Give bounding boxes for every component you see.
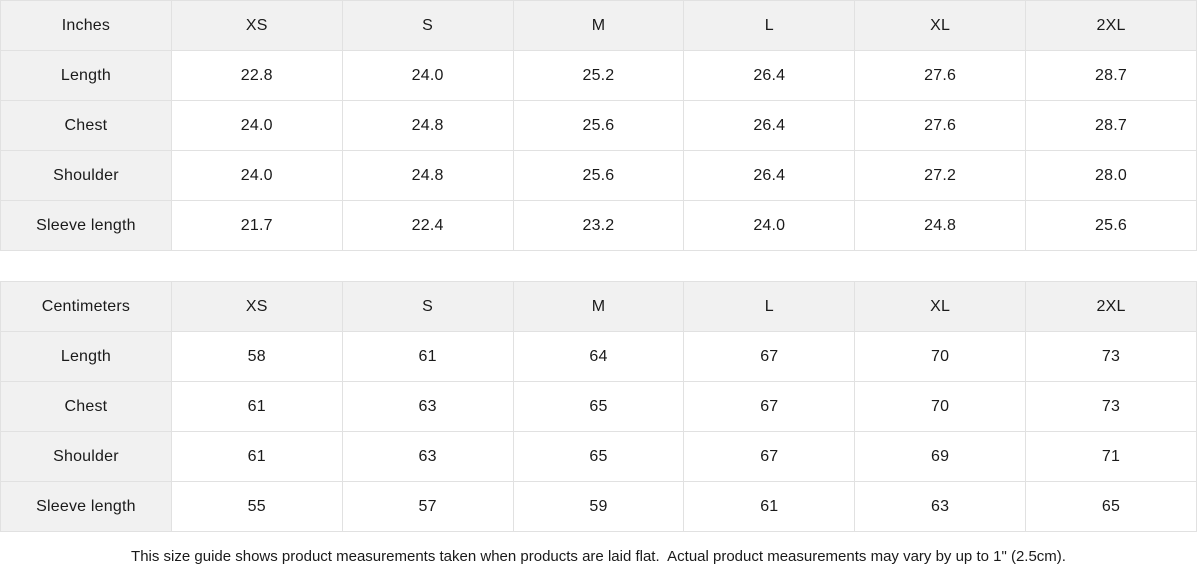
measurement-cell: 24.8 bbox=[341, 100, 514, 151]
measurement-cell: 22.8 bbox=[170, 50, 343, 101]
measurement-cell: 65 bbox=[512, 431, 685, 482]
size-column-header: 2XL bbox=[1025, 281, 1197, 332]
measurement-cell: 61 bbox=[341, 331, 514, 382]
size-column-header: XL bbox=[854, 281, 1027, 332]
row-label-cell: Shoulder bbox=[0, 150, 172, 201]
table-header-row: Centimeters XS S M L XL 2XL bbox=[0, 281, 1197, 332]
size-column-header: XS bbox=[170, 281, 343, 332]
size-column-header: M bbox=[512, 0, 685, 51]
measurement-cell: 70 bbox=[854, 381, 1027, 432]
row-label-cell: Sleeve length bbox=[0, 481, 172, 532]
measurement-cell: 24.0 bbox=[683, 200, 856, 251]
measurement-cell: 28.0 bbox=[1025, 150, 1197, 201]
unit-header-cell: Centimeters bbox=[0, 281, 172, 332]
measurement-cell: 25.2 bbox=[512, 50, 685, 101]
measurement-cell: 28.7 bbox=[1025, 100, 1197, 151]
measurement-cell: 70 bbox=[854, 331, 1027, 382]
size-column-header: M bbox=[512, 281, 685, 332]
measurement-cell: 73 bbox=[1025, 331, 1197, 382]
size-column-header: XL bbox=[854, 0, 1027, 51]
measurement-cell: 22.4 bbox=[341, 200, 514, 251]
measurement-cell: 24.0 bbox=[341, 50, 514, 101]
size-column-header: S bbox=[341, 0, 514, 51]
table-row: Length 22.8 24.0 25.2 26.4 27.6 28.7 bbox=[0, 50, 1197, 101]
unit-header-cell: Inches bbox=[0, 0, 172, 51]
measurement-cell: 63 bbox=[341, 431, 514, 482]
size-table-centimeters: Centimeters XS S M L XL 2XL Length 58 61… bbox=[0, 281, 1197, 532]
size-guide-note: This size guide shows product measuremen… bbox=[0, 532, 1197, 581]
measurement-cell: 27.6 bbox=[854, 50, 1027, 101]
measurement-cell: 65 bbox=[512, 381, 685, 432]
measurement-cell: 61 bbox=[170, 431, 343, 482]
measurement-cell: 26.4 bbox=[683, 150, 856, 201]
size-column-header: L bbox=[683, 0, 856, 51]
measurement-cell: 27.2 bbox=[854, 150, 1027, 201]
table-row: Sleeve length 55 57 59 61 63 65 bbox=[0, 481, 1197, 532]
table-gap bbox=[0, 251, 1197, 281]
measurement-cell: 67 bbox=[683, 331, 856, 382]
measurement-cell: 63 bbox=[341, 381, 514, 432]
measurement-cell: 61 bbox=[170, 381, 343, 432]
measurement-cell: 21.7 bbox=[170, 200, 343, 251]
measurement-cell: 24.8 bbox=[854, 200, 1027, 251]
measurement-cell: 69 bbox=[854, 431, 1027, 482]
measurement-cell: 67 bbox=[683, 431, 856, 482]
measurement-cell: 24.0 bbox=[170, 100, 343, 151]
size-table-inches: Inches XS S M L XL 2XL Length 22.8 24.0 … bbox=[0, 0, 1197, 251]
table-row: Chest 24.0 24.8 25.6 26.4 27.6 28.7 bbox=[0, 100, 1197, 151]
measurement-cell: 23.2 bbox=[512, 200, 685, 251]
measurement-cell: 58 bbox=[170, 331, 343, 382]
table-row: Shoulder 24.0 24.8 25.6 26.4 27.2 28.0 bbox=[0, 150, 1197, 201]
row-label-cell: Shoulder bbox=[0, 431, 172, 482]
row-label-cell: Chest bbox=[0, 381, 172, 432]
measurement-cell: 24.8 bbox=[341, 150, 514, 201]
measurement-cell: 28.7 bbox=[1025, 50, 1197, 101]
size-column-header: S bbox=[341, 281, 514, 332]
table-row: Sleeve length 21.7 22.4 23.2 24.0 24.8 2… bbox=[0, 200, 1197, 251]
size-column-header: 2XL bbox=[1025, 0, 1197, 51]
measurement-cell: 59 bbox=[512, 481, 685, 532]
size-column-header: XS bbox=[170, 0, 343, 51]
measurement-cell: 26.4 bbox=[683, 50, 856, 101]
row-label-cell: Length bbox=[0, 331, 172, 382]
size-column-header: L bbox=[683, 281, 856, 332]
row-label-cell: Chest bbox=[0, 100, 172, 151]
table-row: Chest 61 63 65 67 70 73 bbox=[0, 381, 1197, 432]
table-row: Shoulder 61 63 65 67 69 71 bbox=[0, 431, 1197, 482]
measurement-cell: 27.6 bbox=[854, 100, 1027, 151]
measurement-cell: 26.4 bbox=[683, 100, 856, 151]
measurement-cell: 25.6 bbox=[1025, 200, 1197, 251]
row-label-cell: Length bbox=[0, 50, 172, 101]
measurement-cell: 64 bbox=[512, 331, 685, 382]
measurement-cell: 73 bbox=[1025, 381, 1197, 432]
measurement-cell: 61 bbox=[683, 481, 856, 532]
measurement-cell: 55 bbox=[170, 481, 343, 532]
table-header-row: Inches XS S M L XL 2XL bbox=[0, 0, 1197, 51]
measurement-cell: 57 bbox=[341, 481, 514, 532]
measurement-cell: 67 bbox=[683, 381, 856, 432]
measurement-cell: 25.6 bbox=[512, 100, 685, 151]
measurement-cell: 63 bbox=[854, 481, 1027, 532]
table-row: Length 58 61 64 67 70 73 bbox=[0, 331, 1197, 382]
measurement-cell: 65 bbox=[1025, 481, 1197, 532]
measurement-cell: 71 bbox=[1025, 431, 1197, 482]
measurement-cell: 25.6 bbox=[512, 150, 685, 201]
measurement-cell: 24.0 bbox=[170, 150, 343, 201]
row-label-cell: Sleeve length bbox=[0, 200, 172, 251]
